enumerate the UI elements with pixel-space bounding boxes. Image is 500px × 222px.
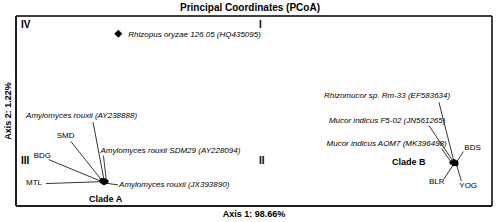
svg-text:Axis 1: 98.66%: Axis 1: 98.66%: [223, 209, 286, 219]
html-text:Principal Coordinates (PCoA): Principal Coordinates (PCoA): [180, 2, 320, 13]
svg-text:YOG: YOG: [459, 181, 477, 190]
svg-text:Rhizomucor sp. Rm-33 (EF583634: Rhizomucor sp. Rm-33 (EF583634): [324, 91, 451, 100]
svg-text:Mucor indicus AOM7 (MK396498): Mucor indicus AOM7 (MK396498): [327, 139, 448, 148]
svg-text:BDG: BDG: [34, 151, 51, 160]
svg-text:IV: IV: [21, 19, 31, 30]
svg-text:Rhizopus oryzae 126.05 (HQ4350: Rhizopus oryzae 126.05 (HQ435095): [128, 30, 261, 39]
svg-text:BDS: BDS: [464, 143, 480, 152]
svg-text:I: I: [259, 19, 262, 30]
svg-text:III: III: [21, 155, 30, 166]
svg-text:Amylomyces rouxii (JX393890): Amylomyces rouxii (JX393890): [118, 180, 230, 189]
svg-text:Mucor indicus F5-02 (JN561265): Mucor indicus F5-02 (JN561265): [329, 116, 446, 125]
svg-text:Amylomyces rouxii SDM29 (AY228: Amylomyces rouxii SDM29 (AY228094): [99, 146, 240, 155]
svg-text:MTL: MTL: [26, 178, 43, 187]
svg-text:Axis 2: 1.22%: Axis 2: 1.22%: [8, 82, 13, 140]
svg-text:Clade B: Clade B: [392, 157, 426, 167]
svg-text:BLR: BLR: [429, 177, 445, 186]
svg-text:Clade A: Clade A: [89, 194, 123, 204]
svg-text:SMD: SMD: [57, 131, 75, 140]
svg-text:II: II: [259, 155, 265, 166]
svg-text:Amylomyces rouxii (AY238888): Amylomyces rouxii (AY238888): [25, 111, 137, 120]
